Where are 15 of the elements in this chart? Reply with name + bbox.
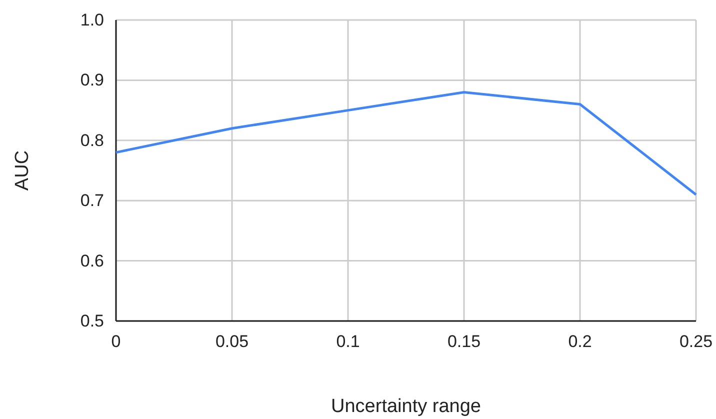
x-tick-label: 0.15 [447, 332, 481, 352]
y-tick-label: 0.7 [80, 191, 104, 210]
x-tick-label: 0.25 [679, 332, 713, 352]
y-tick-label: 0.8 [80, 130, 104, 150]
y-tick-label: 0.9 [80, 70, 104, 90]
line-series [114, 90, 698, 196]
y-axis-title: AUC [12, 150, 33, 191]
x-tick-label: 0.1 [336, 332, 360, 352]
x-tick-label: 0.2 [568, 332, 592, 352]
y-tick-label: 1.0 [80, 10, 104, 30]
x-axis-title: Uncertainty range [331, 396, 481, 417]
x-tick-label: 0.05 [215, 332, 249, 352]
y-tick-label: 0.5 [80, 311, 104, 330]
y-tick-label: 0.6 [80, 251, 104, 270]
x-tick-label: 0 [111, 332, 121, 352]
